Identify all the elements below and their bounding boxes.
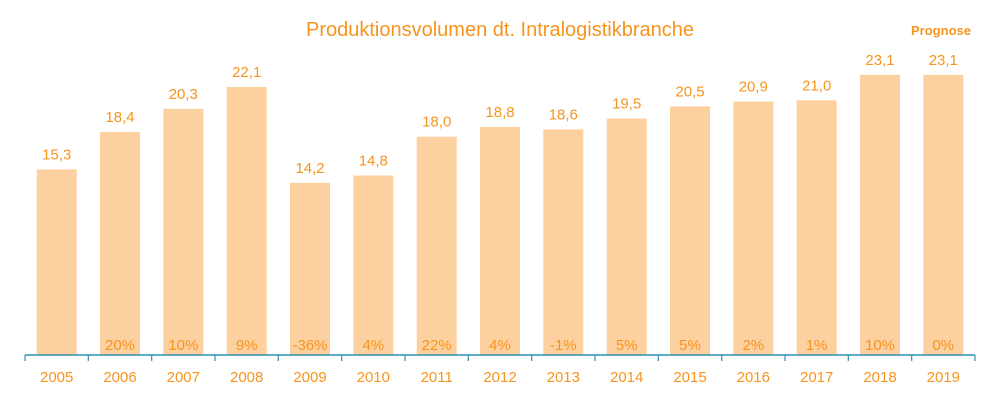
chart-title: Produktionsvolumen dt. Intralogistikbran… <box>306 19 694 41</box>
value-label-2012: 18,8 <box>485 104 514 121</box>
year-label-2013: 2013 <box>547 369 580 386</box>
bar-2007 <box>163 108 204 355</box>
bars-group <box>36 74 964 356</box>
bar-2006 <box>100 131 140 355</box>
growth-label-2018: 10% <box>865 337 895 354</box>
growth-label-2009: -36% <box>292 337 327 354</box>
growth-label-2006: 20% <box>105 337 135 354</box>
value-label-2005: 15,3 <box>42 146 71 163</box>
prognose-annotation: Prognose <box>911 23 971 38</box>
growth-label-2008: 9% <box>236 337 258 354</box>
value-label-2008: 22,1 <box>232 64 261 81</box>
x-axis <box>24 354 976 361</box>
year-label-2007: 2007 <box>167 369 200 386</box>
growth-label-2014: 5% <box>616 337 638 354</box>
year-label-2015: 2015 <box>673 369 706 386</box>
bar-2018 <box>860 74 900 356</box>
growth-label-2010: 4% <box>362 337 384 354</box>
year-label-2008: 2008 <box>230 369 263 386</box>
year-label-2011: 2011 <box>421 369 453 386</box>
bar-2014 <box>606 118 647 355</box>
value-label-2018: 23,1 <box>865 52 894 69</box>
bar-2017 <box>796 100 837 355</box>
value-label-2016: 20,9 <box>739 79 768 96</box>
growth-label-2015: 5% <box>679 337 701 354</box>
bar-2011 <box>416 136 457 355</box>
year-label-2019: 2019 <box>927 369 960 386</box>
value-label-2015: 20,5 <box>675 83 704 100</box>
growth-label-2019: 0% <box>932 337 954 354</box>
year-label-2016: 2016 <box>737 369 770 386</box>
bar-2005 <box>36 169 77 355</box>
bar-2009 <box>290 182 330 355</box>
labels-group: 15,3 2005 18,4 20% 2006 20,3 10% 2007 22,1 9% 2008… <box>40 52 960 386</box>
bar-2010 <box>353 175 394 355</box>
value-label-2009: 14,2 <box>295 160 324 177</box>
growth-label-2017: 1% <box>806 337 828 354</box>
growth-label-2016: 2% <box>742 337 764 354</box>
growth-label-2011: 22% <box>422 337 452 354</box>
value-label-2006: 18,4 <box>105 109 134 126</box>
bar-2016 <box>733 101 774 355</box>
year-label-2014: 2014 <box>610 369 643 386</box>
value-label-2013: 18,6 <box>549 106 578 123</box>
value-label-2011: 18,0 <box>422 114 451 131</box>
year-label-2005: 2005 <box>40 369 73 386</box>
bar-2008 <box>226 87 267 355</box>
year-label-2017: 2017 <box>800 369 833 386</box>
year-label-2010: 2010 <box>357 369 390 386</box>
value-label-2017: 21,0 <box>802 77 831 94</box>
value-label-2019: 23,1 <box>929 52 958 69</box>
value-label-2014: 19,5 <box>612 96 641 113</box>
bar-2013 <box>543 129 584 355</box>
year-label-2006: 2006 <box>103 369 136 386</box>
year-label-2012: 2012 <box>483 369 516 386</box>
bar-2012 <box>480 127 520 355</box>
year-label-2009: 2009 <box>293 369 326 386</box>
growth-label-2007: 10% <box>168 337 198 354</box>
growth-label-2013: -1% <box>550 337 577 354</box>
year-label-2018: 2018 <box>863 369 896 386</box>
bar-2019 <box>923 74 964 356</box>
value-label-2010: 14,8 <box>359 153 388 170</box>
growth-label-2012: 4% <box>489 337 511 354</box>
bar-2015 <box>670 106 710 356</box>
value-label-2007: 20,3 <box>169 86 198 103</box>
